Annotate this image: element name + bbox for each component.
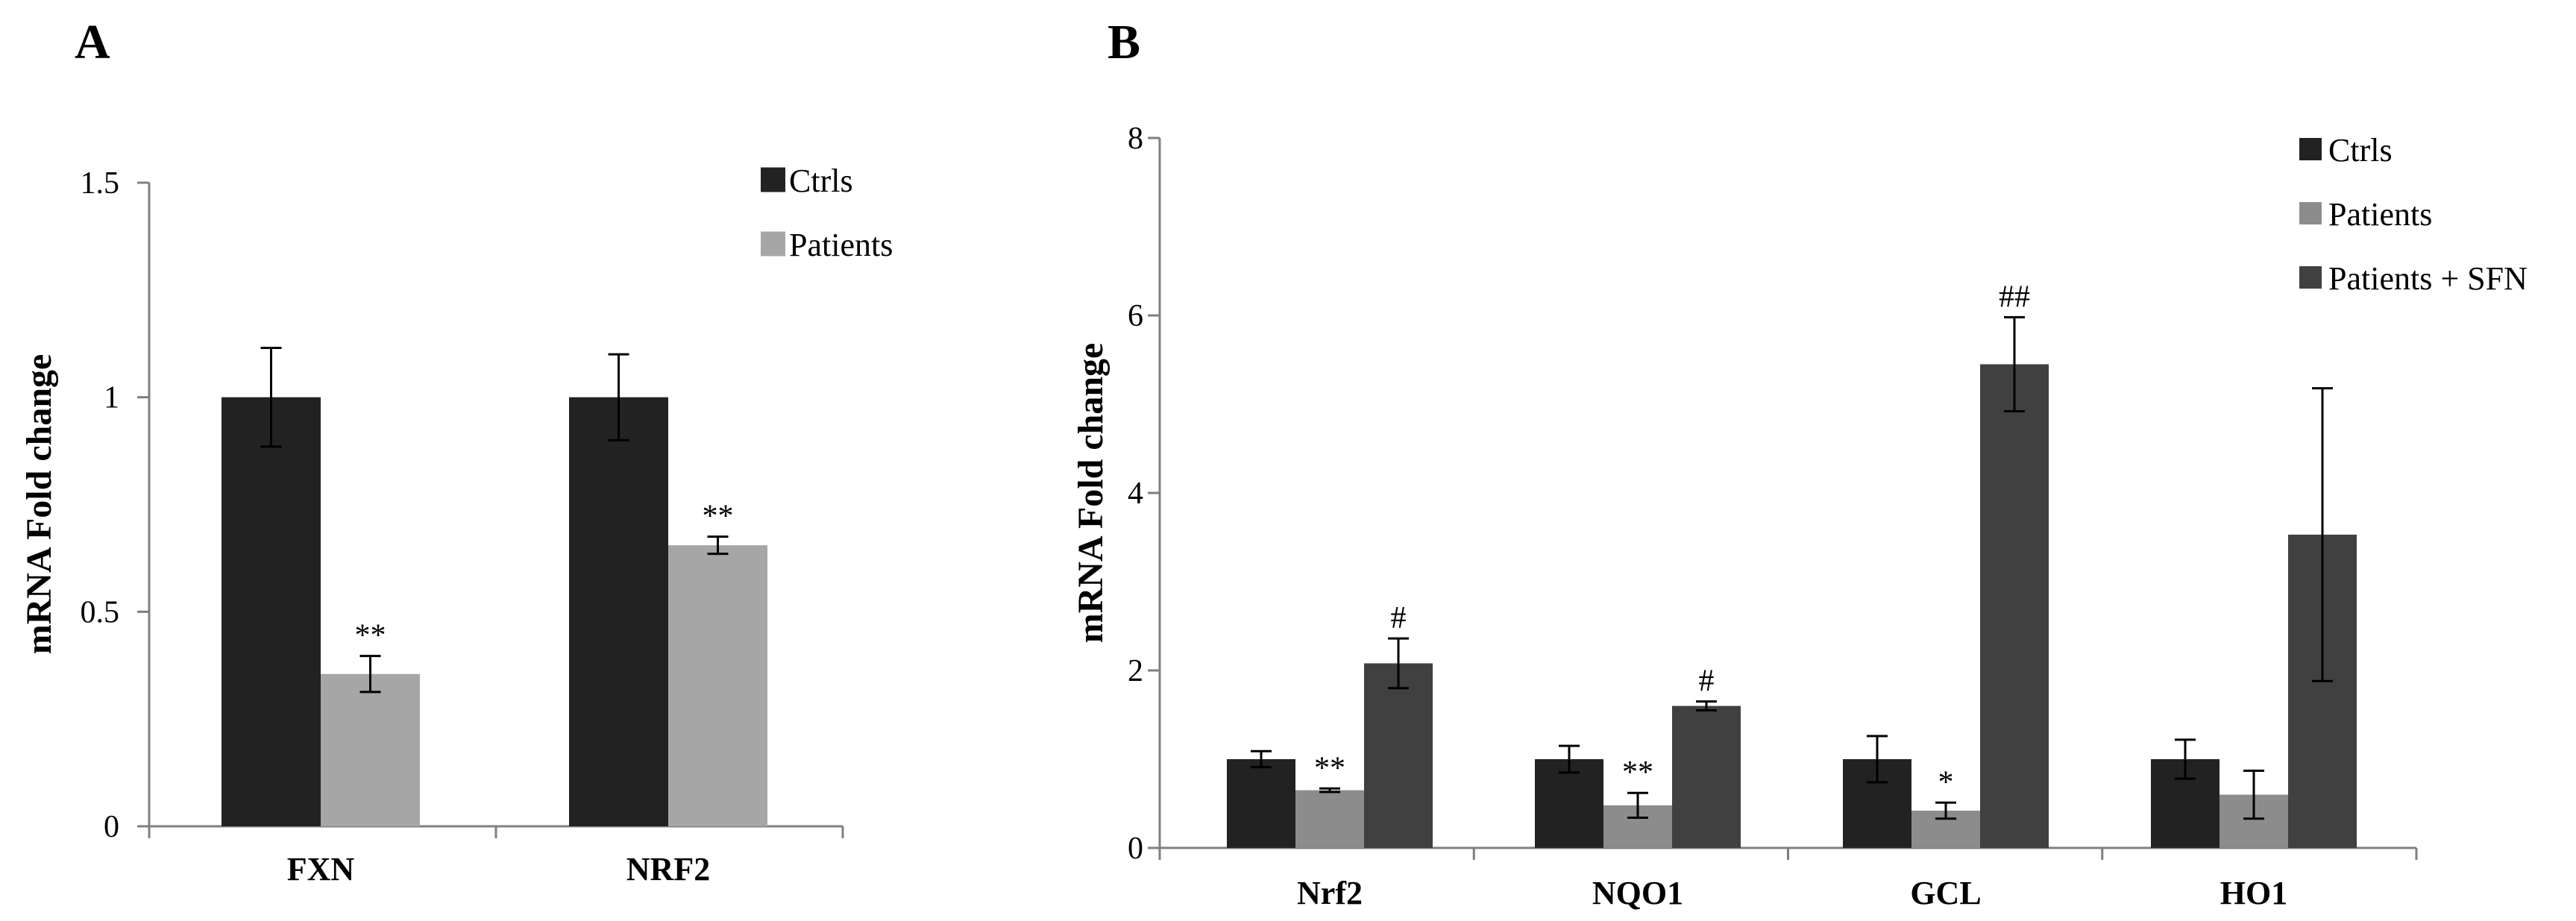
bar [569,397,668,826]
bar [1295,790,1364,848]
significance-marker: ** [703,500,734,534]
significance-marker: ** [1622,755,1653,790]
legend-label: Ctrls [2328,132,2393,169]
bar [1980,364,2049,848]
legend-swatch [761,167,785,192]
x-category-label: GCL [1910,875,1981,911]
legend-swatch [2299,202,2322,224]
bar [1535,759,1603,848]
legend-swatch [2299,266,2322,289]
y-tick-label: 0 [104,810,119,844]
significance-marker: # [1699,664,1715,699]
x-category-label: NRF2 [626,851,710,887]
x-category-label: HO1 [2220,875,2287,911]
significance-marker: ## [1999,280,2030,314]
bar [668,545,767,826]
bar [321,673,420,826]
panel-label: A [75,15,110,69]
y-tick-label: 0.5 [81,595,120,629]
y-tick-label: 4 [1128,477,1143,511]
y-axis-title: mRNA Fold change [1071,343,1110,644]
bar [222,397,321,826]
y-tick-label: 2 [1128,654,1143,688]
legend-label: Patients [2328,196,2432,233]
chart-panel-a: A 0 0.5 1 1.5 FXN NRF2 mRNA Fold change ** ** Ctrl… [19,15,893,887]
significance-marker: * [1938,765,1954,799]
y-tick-label: 0 [1128,832,1143,866]
bar [1672,705,1741,848]
chart-panel-b: B 0 2 4 6 8 Nrf2 NQO1 GCL HO1 mRNA Fold change ** # *… [1071,15,2528,911]
panel-label: B [1108,15,1140,69]
legend-label: Patients [789,227,893,263]
y-tick-label: 1.5 [81,166,120,201]
legend-label: Ctrls [789,163,853,199]
bar [1227,759,1295,848]
y-tick-label: 1 [104,381,119,415]
x-category-label: FXN [287,851,355,887]
legend-label: Patients + SFN [2328,260,2528,297]
y-tick-label: 6 [1128,299,1143,333]
y-axis-title: mRNA Fold change [19,354,59,655]
legend-swatch [2299,138,2322,160]
legend-swatch [761,231,785,257]
significance-marker: # [1391,601,1407,635]
significance-marker: ** [1314,751,1345,785]
x-category-label: NQO1 [1592,875,1683,911]
bar [1364,663,1433,848]
y-tick-label: 8 [1128,122,1143,156]
x-category-label: Nrf2 [1297,875,1363,911]
significance-marker: ** [355,619,386,653]
